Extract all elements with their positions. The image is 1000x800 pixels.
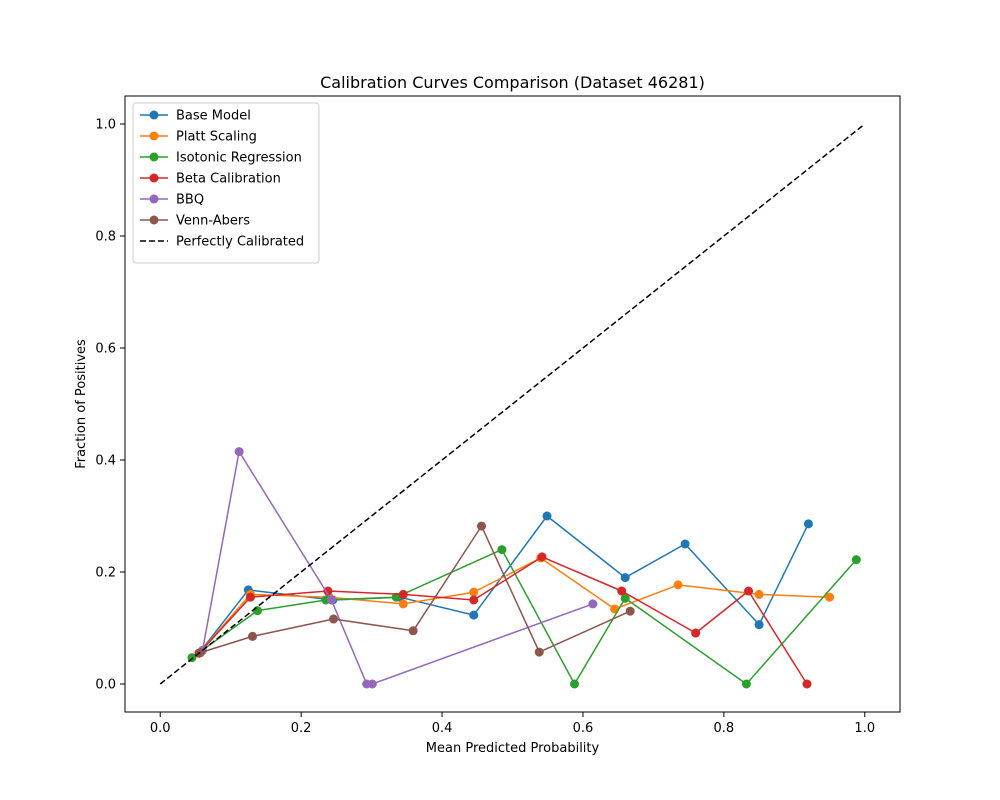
data-point-base-model <box>620 573 630 583</box>
x-tick-label: 0.8 <box>714 721 735 736</box>
data-point-bbq <box>367 679 377 689</box>
legend-label-venn-abers: Venn-Abers <box>176 214 250 229</box>
legend-marker-base-model <box>149 110 159 120</box>
legend-marker-beta-calibration <box>149 173 159 183</box>
x-tick-label: 0.6 <box>573 721 594 736</box>
data-point-platt-scaling <box>469 587 479 597</box>
series-bbq <box>198 447 598 689</box>
chart-title: Calibration Curves Comparison (Dataset 4… <box>320 73 705 92</box>
x-tick-label: 1.0 <box>854 721 875 736</box>
y-tick-label: 1.0 <box>95 118 116 133</box>
series-line-beta-calibration <box>198 556 808 685</box>
data-point-bbq <box>234 447 244 457</box>
data-point-venn-abers <box>625 606 635 616</box>
data-point-beta-calibration <box>245 592 255 602</box>
data-point-beta-calibration <box>323 586 333 596</box>
data-point-platt-scaling <box>673 580 683 590</box>
x-axis-label: Mean Predicted Probability <box>426 741 600 756</box>
data-point-isotonic-regression <box>252 606 262 616</box>
y-tick-label: 0.6 <box>95 342 116 357</box>
data-point-beta-calibration <box>398 589 408 599</box>
data-point-platt-scaling <box>754 589 764 599</box>
data-point-beta-calibration <box>744 586 754 596</box>
legend: Base Model Platt Scaling Isotonic Regressi… <box>132 102 320 264</box>
plot-frame <box>124 95 901 713</box>
y-tick-label: 0.0 <box>95 678 116 693</box>
series-line-perfectly-calibrated <box>159 123 866 685</box>
data-point-platt-scaling <box>825 592 835 602</box>
legend-label-perfectly-calibrated: Perfectly Calibrated <box>176 235 304 250</box>
legend-label-isotonic-regression: Isotonic Regression <box>176 151 302 166</box>
data-point-base-model <box>469 610 479 620</box>
legend-label-platt-scaling: Platt Scaling <box>176 130 257 145</box>
legend-label-beta-calibration: Beta Calibration <box>176 172 281 187</box>
y-tick-label: 0.4 <box>95 454 116 469</box>
data-point-beta-calibration <box>537 552 547 562</box>
series-layer <box>159 123 866 689</box>
data-point-beta-calibration <box>802 679 812 689</box>
data-point-isotonic-regression <box>391 592 401 602</box>
data-point-isotonic-regression <box>570 679 579 689</box>
data-point-venn-abers <box>248 631 258 641</box>
data-point-venn-abers <box>477 521 486 531</box>
data-point-platt-scaling <box>398 599 408 609</box>
series-line-bbq <box>201 450 594 685</box>
legend-marker-venn-abers <box>149 215 159 225</box>
y-tick-label: 0.2 <box>95 566 116 581</box>
data-point-isotonic-regression <box>851 555 861 565</box>
data-point-beta-calibration <box>617 586 627 596</box>
data-point-venn-abers <box>408 626 418 636</box>
x-axis: 0.0 0.2 0.4 0.6 0.8 1.0 <box>150 712 875 736</box>
data-point-bbq <box>326 595 336 605</box>
data-point-venn-abers <box>534 647 544 657</box>
data-point-isotonic-regression <box>620 593 630 603</box>
data-point-base-model <box>542 511 552 521</box>
series-venn-abers <box>195 521 635 658</box>
data-point-bbq <box>588 599 598 609</box>
data-point-beta-calibration <box>469 595 479 605</box>
x-tick-label: 0.4 <box>432 721 453 736</box>
data-point-isotonic-regression <box>741 679 751 689</box>
y-axis: 0.0 0.2 0.4 0.6 0.8 1.0 <box>95 118 125 693</box>
data-point-venn-abers <box>329 614 339 624</box>
legend-box <box>132 102 320 264</box>
data-point-base-model <box>680 539 690 549</box>
x-tick-label: 0.2 <box>291 721 312 736</box>
series-line-platt-scaling <box>198 557 830 654</box>
y-tick-label: 0.8 <box>95 230 116 245</box>
series-perfectly-calibrated <box>159 123 866 685</box>
x-tick-label: 0.0 <box>150 721 171 736</box>
legend-marker-isotonic-regression <box>149 152 159 162</box>
data-point-beta-calibration <box>691 628 701 638</box>
y-axis-label: Fraction of Positives <box>74 339 89 469</box>
legend-label-base-model: Base Model <box>176 109 251 124</box>
series-beta-calibration <box>194 552 812 689</box>
data-point-base-model <box>754 620 764 630</box>
legend-marker-bbq <box>149 194 159 204</box>
legend-label-bbq: BBQ <box>176 193 204 208</box>
legend-marker-platt-scaling <box>149 131 159 141</box>
data-point-base-model <box>803 519 813 529</box>
data-point-isotonic-regression <box>497 545 507 555</box>
plot-area <box>124 95 901 713</box>
